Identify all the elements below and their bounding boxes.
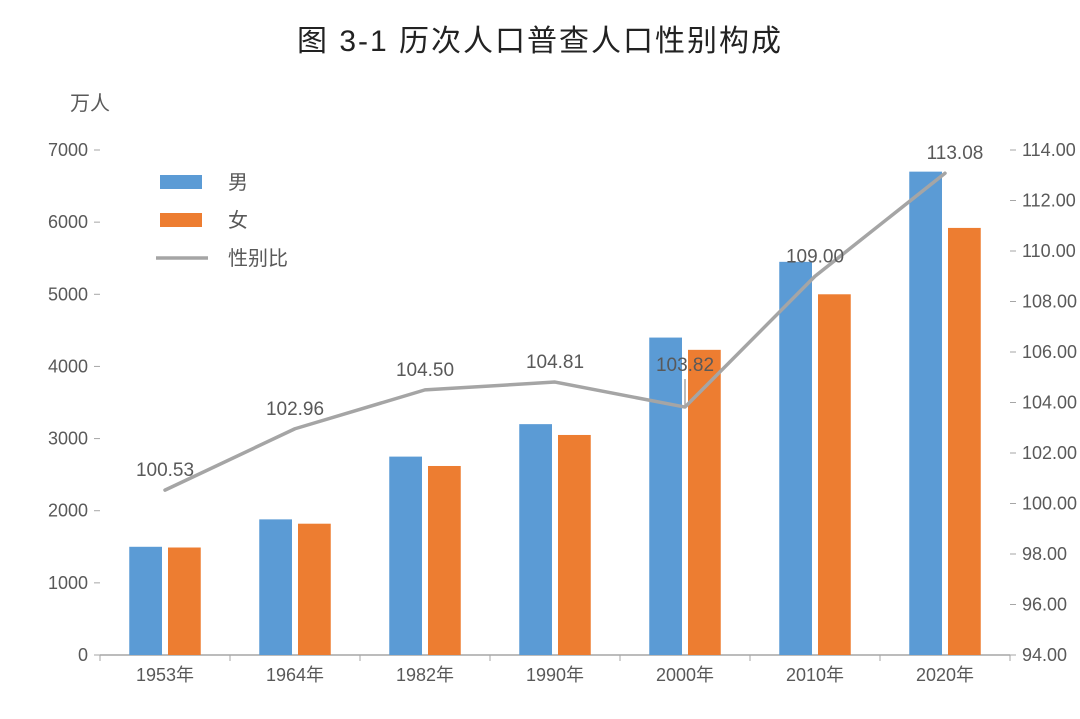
bar-female [818,294,851,655]
y-right-tick-label: 96.00 [1022,595,1067,615]
y-right-tick-label: 114.00 [1022,140,1076,160]
chart-title: 图 3-1 历次人口普查人口性别构成 [0,16,1080,60]
y-right-tick-label: 100.00 [1022,494,1077,514]
ratio-data-label: 102.96 [266,399,324,420]
x-tick-label: 2000年 [656,665,714,685]
y-left-tick-label: 7000 [48,140,88,160]
x-tick-label: 1990年 [526,665,584,685]
y-right-tick-label: 108.00 [1022,292,1077,312]
legend-swatch-male [160,175,202,189]
y-left-tick-label: 5000 [48,284,88,304]
bar-female [948,228,981,655]
bar-female [298,524,331,655]
x-tick-label: 1964年 [266,665,324,685]
y-right-tick-label: 104.00 [1022,393,1077,413]
y-left-tick-label: 1000 [48,573,88,593]
bar-female [688,350,721,655]
y-right-tick-label: 106.00 [1022,342,1077,362]
bar-female [558,435,591,655]
y-right-tick-label: 110.00 [1022,241,1076,261]
legend-label-female: 女 [228,209,248,232]
ratio-data-label: 103.82 [656,355,714,376]
ratio-data-label: 104.81 [526,352,584,373]
bar-male [519,424,552,655]
ratio-data-label: 100.53 [136,460,194,481]
y-right-tick-label: 102.00 [1022,443,1077,463]
y-left-tick-label: 4000 [48,356,88,376]
y-left-tick-label: 3000 [48,429,88,449]
ratio-data-label: 113.08 [927,143,984,164]
ratio-data-label: 104.50 [396,360,454,381]
y-right-tick-label: 112.00 [1022,191,1076,211]
y-right-tick-label: 98.00 [1022,544,1067,564]
legend-label-male: 男 [228,172,248,194]
bar-female [428,466,461,655]
x-tick-label: 2010年 [786,665,844,685]
bar-male [259,519,292,655]
bar-male [909,172,942,655]
ratio-data-label: 109.00 [786,246,844,267]
bar-male [649,338,682,655]
x-tick-label: 1982年 [396,665,454,685]
bar-female [168,548,201,655]
legend-label-ratio: 性别比 [228,247,288,270]
bar-male [129,547,162,655]
y-right-tick-label: 94.00 [1022,645,1067,665]
population-gender-chart: 0 1000 2000 3000 4000 5000 6000 7000 94.00 96.00 9… [0,0,1080,719]
y-left-tick-label: 0 [78,645,88,665]
x-tick-label: 2020年 [916,665,974,685]
bar-male [779,262,812,655]
y-left-tick-label: 2000 [48,501,88,521]
y-axis-unit-label: 万人 [70,92,110,115]
bar-male [389,457,422,655]
legend-swatch-female [160,213,202,227]
y-left-tick-label: 6000 [48,212,88,232]
x-tick-label: 1953年 [136,665,194,685]
